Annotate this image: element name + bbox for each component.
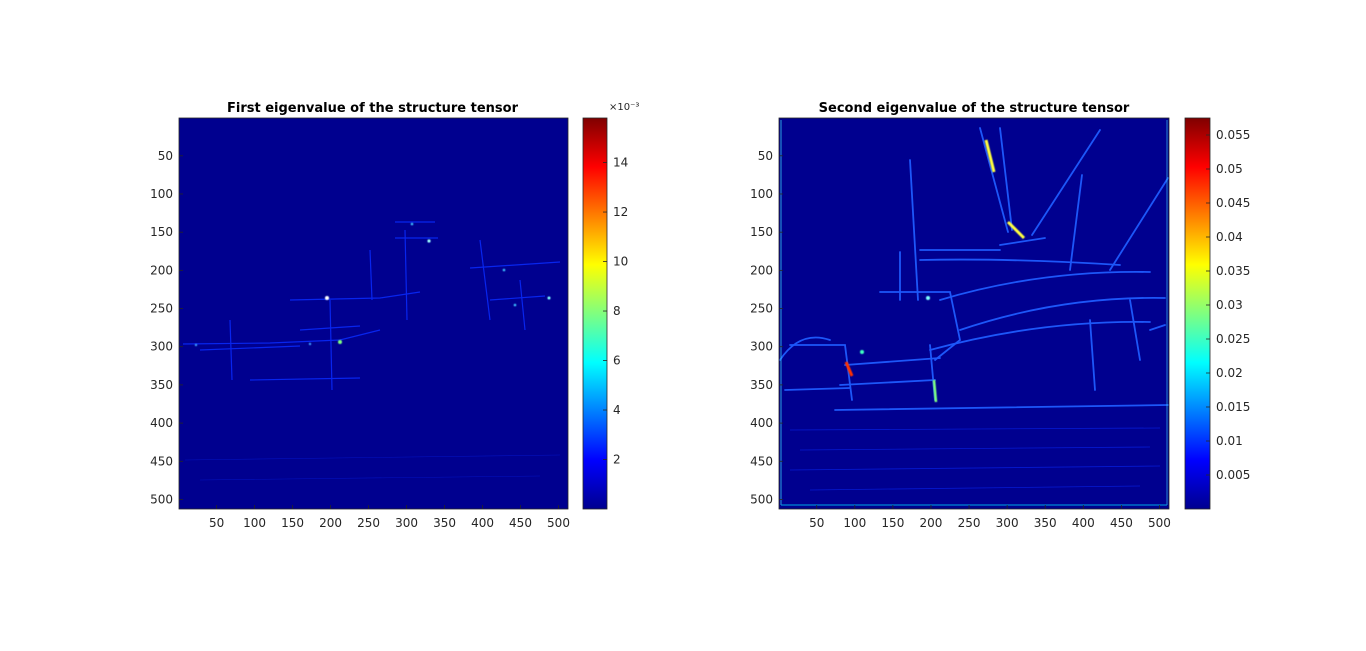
y-tick-label: 500 [150,492,173,506]
x-tick-label: 500 [547,516,570,530]
axes-box [778,117,1170,510]
y-tick-label: 50 [758,149,773,163]
colorbar-tick-label: 8 [613,304,621,318]
x-tick-label: 250 [357,516,380,530]
x-tick-label: 50 [209,516,224,530]
x-tick-label: 300 [996,516,1019,530]
x-tick-label: 500 [1148,516,1171,530]
heatmap-background [779,118,1169,509]
chart-title: Second eigenvalue of the structure tenso… [819,101,1130,116]
y-tick-label: 350 [750,378,773,392]
colorbar-tick-label: 0.045 [1216,196,1250,210]
y-tick-label: 350 [150,378,173,392]
colorbar-tick-label: 10 [613,255,628,269]
heatmap-edge-responses [182,221,561,481]
x-tick-label: 350 [1034,516,1057,530]
colorbar-tick-label: 0.05 [1216,162,1243,176]
x-tick-label: 450 [1110,516,1133,530]
colorbar-tick-label: 0.04 [1216,230,1243,244]
colorbar-tick-label: 0.025 [1216,332,1250,346]
y-tick-label: 300 [150,340,173,354]
colorbar-tick-label: 0.005 [1216,468,1250,482]
y-tick-label: 100 [150,187,173,201]
colorbar [1184,117,1211,510]
x-tick-label: 400 [1072,516,1095,530]
chart-first-eigenvalue: First eigenvalue of the structure tensor [150,101,639,530]
x-tick-label: 100 [843,516,866,530]
x-tick-label: 400 [471,516,494,530]
y-tick-label: 450 [750,454,773,468]
chart-second-eigenvalue: Second eigenvalue of the structure tenso… [750,101,1250,530]
colorbar [582,117,608,510]
x-tick-label: 150 [881,516,904,530]
y-tick-label: 250 [150,302,173,316]
colorbar-tick-label: 6 [613,354,621,368]
y-tick-label: 50 [158,149,173,163]
y-tick-label: 400 [150,416,173,430]
x-tick-label: 200 [319,516,342,530]
y-tick-label: 250 [750,302,773,316]
x-tick-label: 150 [281,516,304,530]
y-tick-label: 400 [750,416,773,430]
colorbar-exponent-label: ×10⁻³ [609,102,639,113]
y-tick-label: 300 [750,340,773,354]
x-tick-label: 350 [433,516,456,530]
heatmap-background [179,118,568,509]
y-tick-label: 150 [150,225,173,239]
colorbar-tick-label: 12 [613,205,628,219]
colorbar-tick-label: 0.03 [1216,298,1243,312]
colorbar-tick-label: 4 [613,403,621,417]
axes-box [178,117,569,510]
heatmap-edge-responses [779,127,1169,411]
x-tick-label: 250 [958,516,981,530]
colorbar-tick-label: 0.02 [1216,366,1243,380]
x-tick-label: 100 [243,516,266,530]
y-tick-label: 100 [750,187,773,201]
colorbar-tick-label: 0.055 [1216,128,1250,142]
x-tick-label: 50 [809,516,824,530]
y-tick-label: 150 [750,225,773,239]
chart-title: First eigenvalue of the structure tensor [227,101,519,116]
y-tick-label: 200 [150,263,173,277]
x-tick-label: 300 [395,516,418,530]
heatmap-noise [780,120,1168,506]
colorbar-tick-label: 0.015 [1216,400,1250,414]
colorbar-tick-label: 0.035 [1216,264,1250,278]
colorbar-tick-label: 14 [613,156,628,170]
y-tick-label: 500 [750,492,773,506]
colorbar-tick-label: 2 [613,453,621,467]
y-tick-label: 450 [150,454,173,468]
x-tick-label: 200 [920,516,943,530]
colorbar-tick-label: 0.01 [1216,434,1243,448]
heatmap-hotspots [844,139,1026,403]
x-tick-label: 450 [509,516,532,530]
heatmap-hotspots [194,222,551,347]
y-tick-label: 200 [750,263,773,277]
